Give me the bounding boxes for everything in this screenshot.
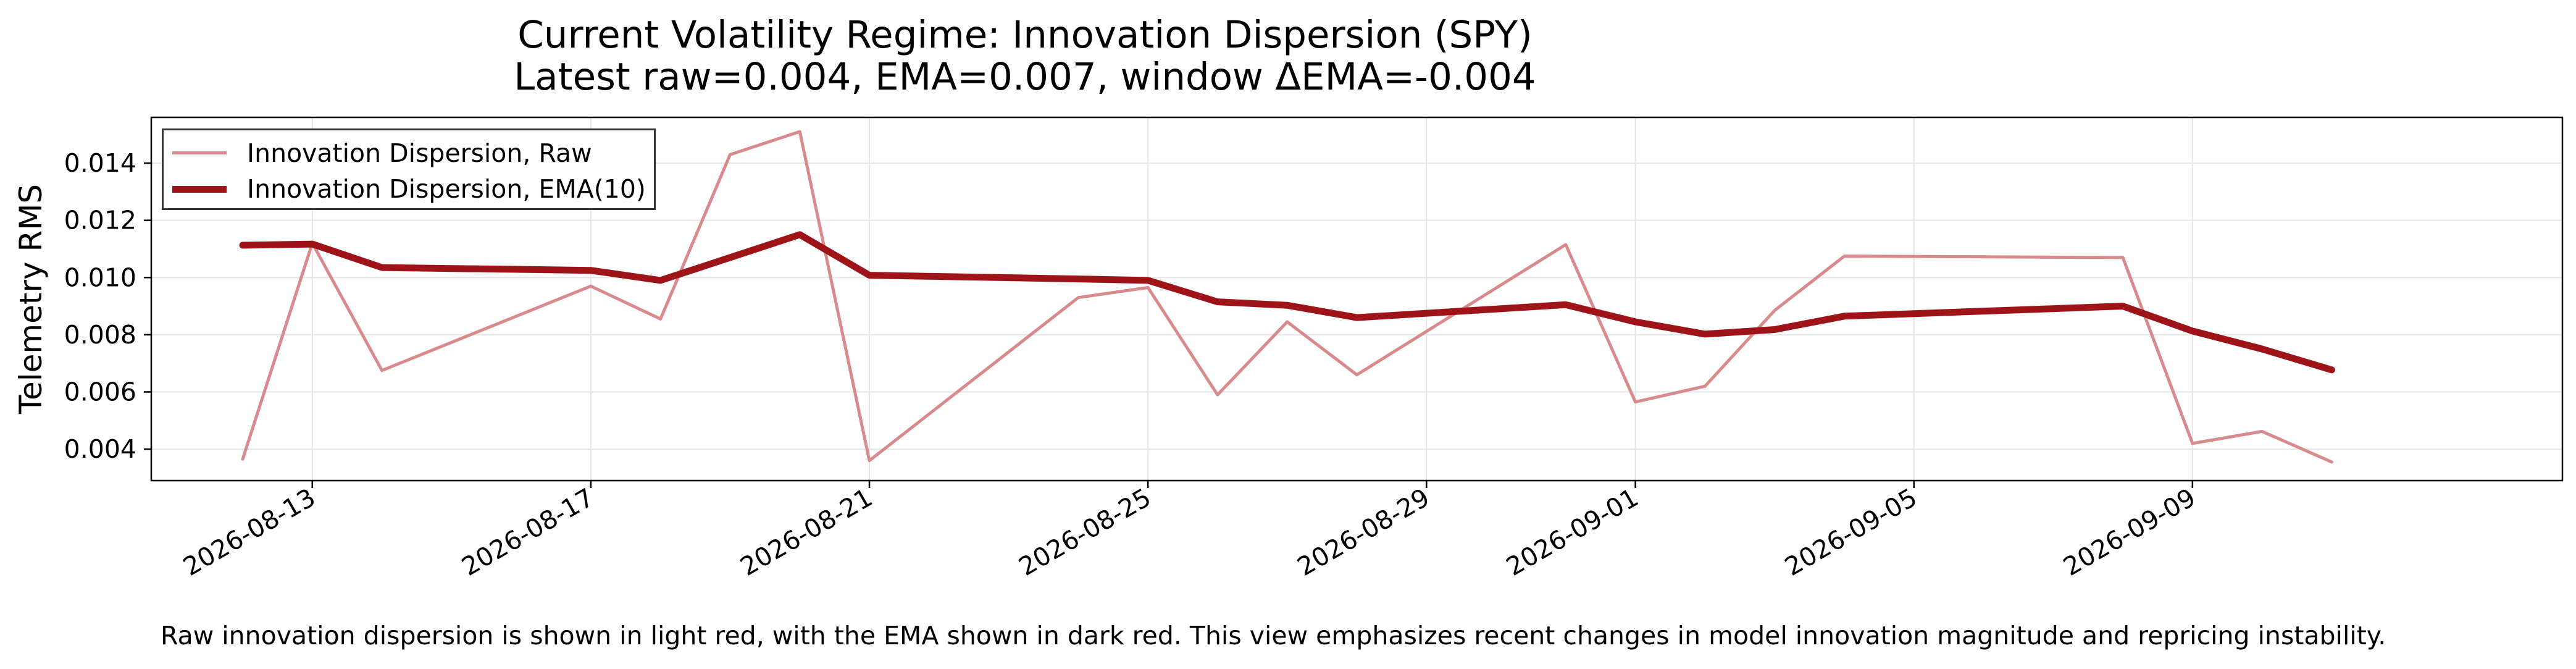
x-tick-label: 2026-08-13 xyxy=(178,482,320,582)
y-tick-label: 0.010 xyxy=(64,263,136,292)
y-tick-label: 0.012 xyxy=(64,206,136,235)
legend-item-raw: Innovation Dispersion, Raw xyxy=(164,138,651,169)
x-tick-label: 2026-08-17 xyxy=(457,482,599,582)
y-axis: 0.004 0.006 0.008 0.010 0.012 0.014 xyxy=(64,148,151,464)
y-tick-label: 0.004 xyxy=(64,434,136,464)
legend-swatch-ema xyxy=(172,186,227,193)
chart-subtitle: Latest raw=0.004, EMA=0.007, window ΔEMA… xyxy=(514,55,1536,99)
plot-frame xyxy=(150,116,2564,482)
legend-item-ema: Innovation Dispersion, EMA(10) xyxy=(164,174,651,204)
x-axis: 2026-08-13 2026-08-17 2026-08-21 2026-08-25… xyxy=(178,481,2201,582)
series-lines xyxy=(239,130,2335,464)
legend-label-ema: Innovation Dispersion, EMA(10) xyxy=(247,174,646,204)
chart-caption: Raw innovation dispersion is shown in li… xyxy=(161,621,2386,650)
x-tick-label: 2026-09-05 xyxy=(1779,482,1922,582)
x-tick-label: 2026-09-01 xyxy=(1501,482,1643,582)
x-tick-label: 2026-08-29 xyxy=(1292,482,1434,582)
legend-swatch-raw xyxy=(172,151,227,154)
y-tick-label: 0.006 xyxy=(64,377,136,406)
legend-label-raw: Innovation Dispersion, Raw xyxy=(247,138,592,168)
x-tick-label: 2026-09-09 xyxy=(2058,482,2200,582)
y-axis-label: Telemetry RMS xyxy=(13,184,49,414)
chart-title: Current Volatility Regime: Innovation Di… xyxy=(517,13,1533,57)
chart-legend: Innovation Dispersion, Raw Innovation Di… xyxy=(162,128,656,210)
y-tick-label: 0.014 xyxy=(64,148,136,178)
series-line-raw xyxy=(241,130,2333,464)
x-tick-label: 2026-08-25 xyxy=(1014,482,1156,582)
series-line-ema xyxy=(239,231,2335,374)
x-tick-label: 2026-08-21 xyxy=(735,482,877,582)
y-tick-label: 0.008 xyxy=(64,320,136,350)
